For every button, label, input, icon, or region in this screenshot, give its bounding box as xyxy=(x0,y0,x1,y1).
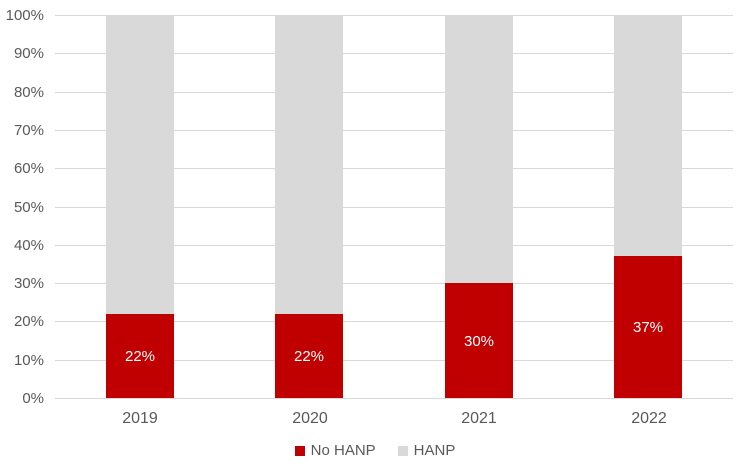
gridline xyxy=(55,398,733,399)
bar-segment-hanp xyxy=(275,15,343,314)
gridline xyxy=(55,92,733,93)
legend-item-hanp: HANP xyxy=(397,442,456,459)
x-axis-tick-label: 2019 xyxy=(122,410,158,427)
legend-swatch-icon xyxy=(294,445,305,456)
y-axis-tick-label: 10% xyxy=(13,352,44,369)
x-axis-tick-label: 2022 xyxy=(631,410,667,427)
bar-segment-hanp xyxy=(445,15,513,283)
gridline xyxy=(55,53,733,54)
bar-data-label: 22% xyxy=(293,348,325,365)
legend-label: No HANP xyxy=(310,442,376,459)
y-axis-tick-label: 50% xyxy=(13,199,44,216)
gridline xyxy=(55,15,733,16)
bar-segment-no-hanp xyxy=(445,283,513,398)
gridline xyxy=(55,207,733,208)
x-axis-tick-label: 2021 xyxy=(461,410,497,427)
bar-data-label: 22% xyxy=(124,348,156,365)
chart-legend: No HANP HANP xyxy=(0,443,750,458)
y-axis-tick-label: 80% xyxy=(13,84,44,101)
bar-data-label: 30% xyxy=(463,333,495,350)
y-axis-tick-label: 70% xyxy=(13,122,44,139)
bar-segment-no-hanp xyxy=(275,314,343,398)
y-axis-tick-label: 60% xyxy=(13,160,44,177)
y-axis-tick-label: 90% xyxy=(13,45,44,62)
bar-segment-hanp xyxy=(614,15,682,256)
bar-segment-no-hanp xyxy=(614,256,682,398)
gridline xyxy=(55,168,733,169)
y-axis-tick-label: 20% xyxy=(13,313,44,330)
gridline xyxy=(55,360,733,361)
y-axis-tick-label: 0% xyxy=(22,390,44,407)
x-axis-tick-label: 2020 xyxy=(292,410,328,427)
bar-data-label: 37% xyxy=(632,319,664,336)
legend-label: HANP xyxy=(413,442,456,459)
gridline xyxy=(55,245,733,246)
gridline xyxy=(55,283,733,284)
y-axis-tick-label: 30% xyxy=(13,275,44,292)
y-axis-tick-label: 100% xyxy=(5,7,44,24)
gridline xyxy=(55,321,733,322)
legend-item-no-hanp: No HANP xyxy=(294,442,376,459)
legend-swatch-icon xyxy=(397,445,408,456)
y-axis-tick-label: 40% xyxy=(13,237,44,254)
bar-segment-hanp xyxy=(106,15,174,314)
gridline xyxy=(55,130,733,131)
bar-segment-no-hanp xyxy=(106,314,174,398)
